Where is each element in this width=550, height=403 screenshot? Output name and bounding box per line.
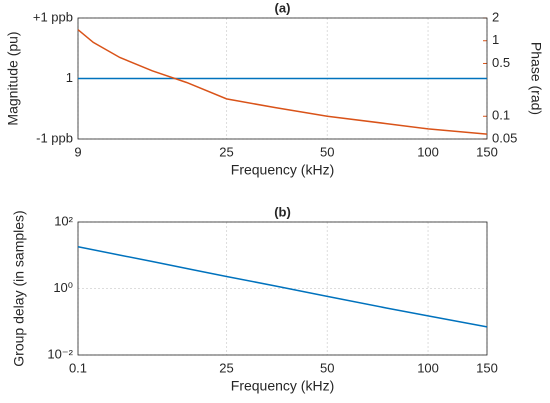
y-tick-label: -1 ppb — [36, 130, 73, 145]
y2-tick-label: 0.05 — [492, 130, 517, 145]
y2-tick-label: 2 — [492, 9, 499, 24]
x-tick-label: 150 — [476, 360, 498, 375]
chart-title: (a) — [275, 0, 291, 15]
chart-title: (b) — [274, 204, 291, 219]
plot-frame — [77, 221, 488, 356]
x-tick-label: 50 — [320, 144, 334, 159]
x-tick-label: 9 — [74, 144, 81, 159]
x-tick-label: 100 — [417, 144, 439, 159]
y-tick-label: 10⁰ — [53, 280, 73, 295]
data-line — [77, 246, 488, 328]
y2-axis-label: Phase (rad) — [528, 42, 544, 115]
x-tick-label: 25 — [219, 360, 233, 375]
x-tick-label: 0.1 — [69, 360, 87, 375]
y2-tick-label: 0.5 — [492, 55, 510, 70]
y-tick-label: 10² — [54, 213, 73, 228]
x-axis-label: Frequency (kHz) — [231, 162, 334, 178]
y-tick-label: 1 — [66, 70, 73, 85]
y-tick-label: +1 ppb — [33, 9, 73, 24]
x-tick-label: 50 — [320, 360, 334, 375]
x-tick-label: 25 — [219, 144, 233, 159]
x-tick-label: 100 — [417, 360, 439, 375]
data-line — [77, 29, 488, 135]
y-axis-label: Group delay (in samples) — [11, 210, 27, 366]
y-axis-label: Magnitude (pu) — [5, 31, 21, 125]
y2-tick-label: 0.1 — [492, 108, 510, 123]
x-axis-label: Frequency (kHz) — [231, 378, 334, 394]
x-tick-label: 150 — [476, 144, 498, 159]
y-tick-label: 10⁻² — [47, 346, 73, 361]
y2-tick-label: 1 — [492, 32, 499, 47]
